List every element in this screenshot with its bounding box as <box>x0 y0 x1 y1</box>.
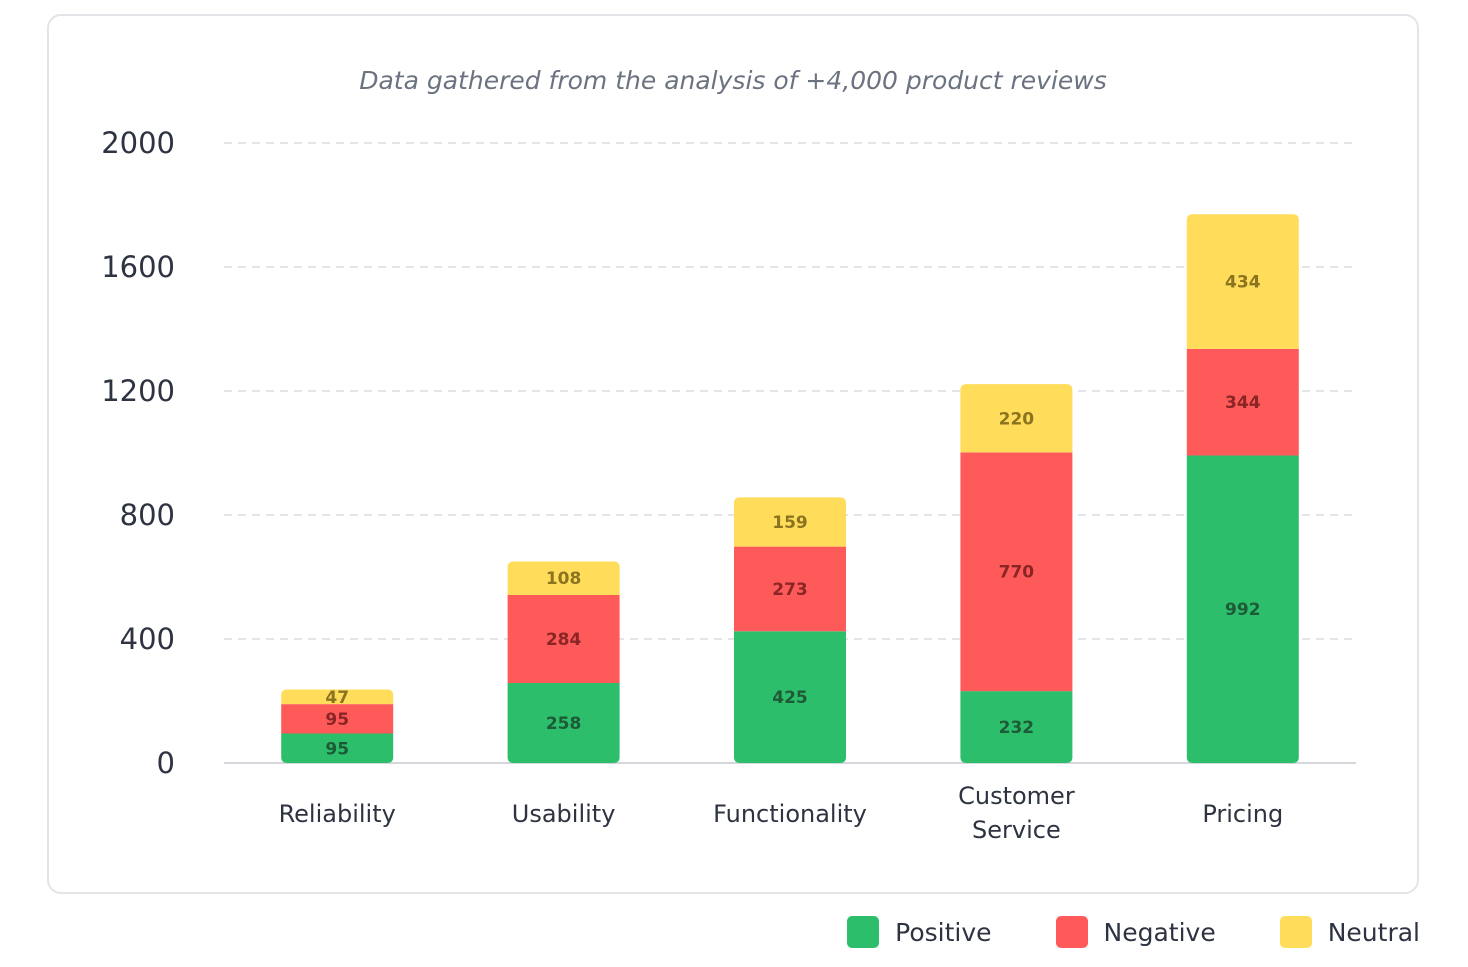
x-tick-label-line: Reliability <box>279 800 396 828</box>
chart-subtitle: Data gathered from the analysis of +4,00… <box>359 66 1107 95</box>
data-label: 95 <box>325 739 349 759</box>
legend-swatch <box>1055 916 1088 948</box>
bar-segment-positive-customer-service <box>960 691 1073 763</box>
data-label: 232 <box>999 718 1035 738</box>
bar-segment-negative-pricing <box>1186 348 1299 456</box>
bar-segment-neutral-reliability <box>281 689 394 705</box>
x-tick-label: Usability <box>512 800 616 828</box>
data-label: 770 <box>999 563 1035 583</box>
bar-segment-negative-functionality <box>734 546 846 632</box>
data-label: 220 <box>999 409 1035 429</box>
legend-item-neutral: Neutral <box>1279 916 1420 948</box>
y-tick-label: 400 <box>120 622 175 656</box>
legend-label: Positive <box>895 917 992 947</box>
y-tick-label: 1600 <box>101 250 175 284</box>
bar-segment-neutral-functionality <box>734 497 846 547</box>
x-tick-label: Functionality <box>713 800 867 828</box>
data-label: 258 <box>546 714 582 734</box>
bar-segment-positive-functionality <box>734 631 846 763</box>
data-label: 434 <box>1225 273 1261 293</box>
y-tick-label: 2000 <box>101 126 175 160</box>
data-label: 344 <box>1225 393 1261 413</box>
bar-segment-positive-usability <box>507 683 620 763</box>
x-tick-label-line: Pricing <box>1202 800 1283 828</box>
x-axis-ticks: Reliability Usability Functionality Custome… <box>279 782 1284 844</box>
y-axis-ticks: 0 400 800 1200 1600 2000 <box>101 126 175 780</box>
x-tick-label: Reliability <box>279 800 396 828</box>
legend-swatch <box>1279 916 1312 948</box>
x-tick-label: Customer Service <box>958 782 1075 844</box>
data-label: 159 <box>772 513 808 533</box>
legend: Positive Negative Neutral <box>847 914 1420 950</box>
data-label: 992 <box>1225 600 1261 620</box>
bar-segment-positive-pricing <box>1186 455 1299 763</box>
legend-swatch <box>847 916 880 948</box>
legend-label: Negative <box>1103 917 1216 947</box>
gridlines <box>224 142 1356 764</box>
y-tick-label: 800 <box>120 498 175 532</box>
legend-label: Neutral <box>1327 917 1420 947</box>
data-label: 425 <box>772 688 808 708</box>
legend-item-negative: Negative <box>1055 916 1216 948</box>
bar-segment-neutral-pricing <box>1186 214 1299 349</box>
bar-segment-positive-reliability <box>281 733 394 763</box>
bar-segment-neutral-customer-service <box>960 384 1073 453</box>
x-tick-label-line: Service <box>972 816 1061 844</box>
bar-segment-negative-usability <box>507 594 620 684</box>
bars <box>281 214 1299 763</box>
y-tick-label: 0 <box>157 746 175 780</box>
data-label: 273 <box>772 580 808 600</box>
x-tick-label-line: Functionality <box>713 800 867 828</box>
segment-labels: 9595472582841084252731592327702209923444… <box>325 273 1260 760</box>
legend-item-positive: Positive <box>847 916 992 948</box>
x-tick-label: Pricing <box>1202 800 1283 828</box>
bar-segment-neutral-usability <box>507 561 620 595</box>
data-label: 108 <box>546 569 582 589</box>
x-tick-label-line: Usability <box>512 800 616 828</box>
y-tick-label: 1200 <box>101 374 175 408</box>
bar-segment-negative-customer-service <box>960 452 1073 692</box>
bar-segment-negative-reliability <box>281 704 394 734</box>
data-label: 284 <box>546 630 582 650</box>
data-label: 47 <box>325 688 349 708</box>
x-tick-label-line: Customer <box>958 782 1075 810</box>
data-label: 95 <box>325 710 349 730</box>
